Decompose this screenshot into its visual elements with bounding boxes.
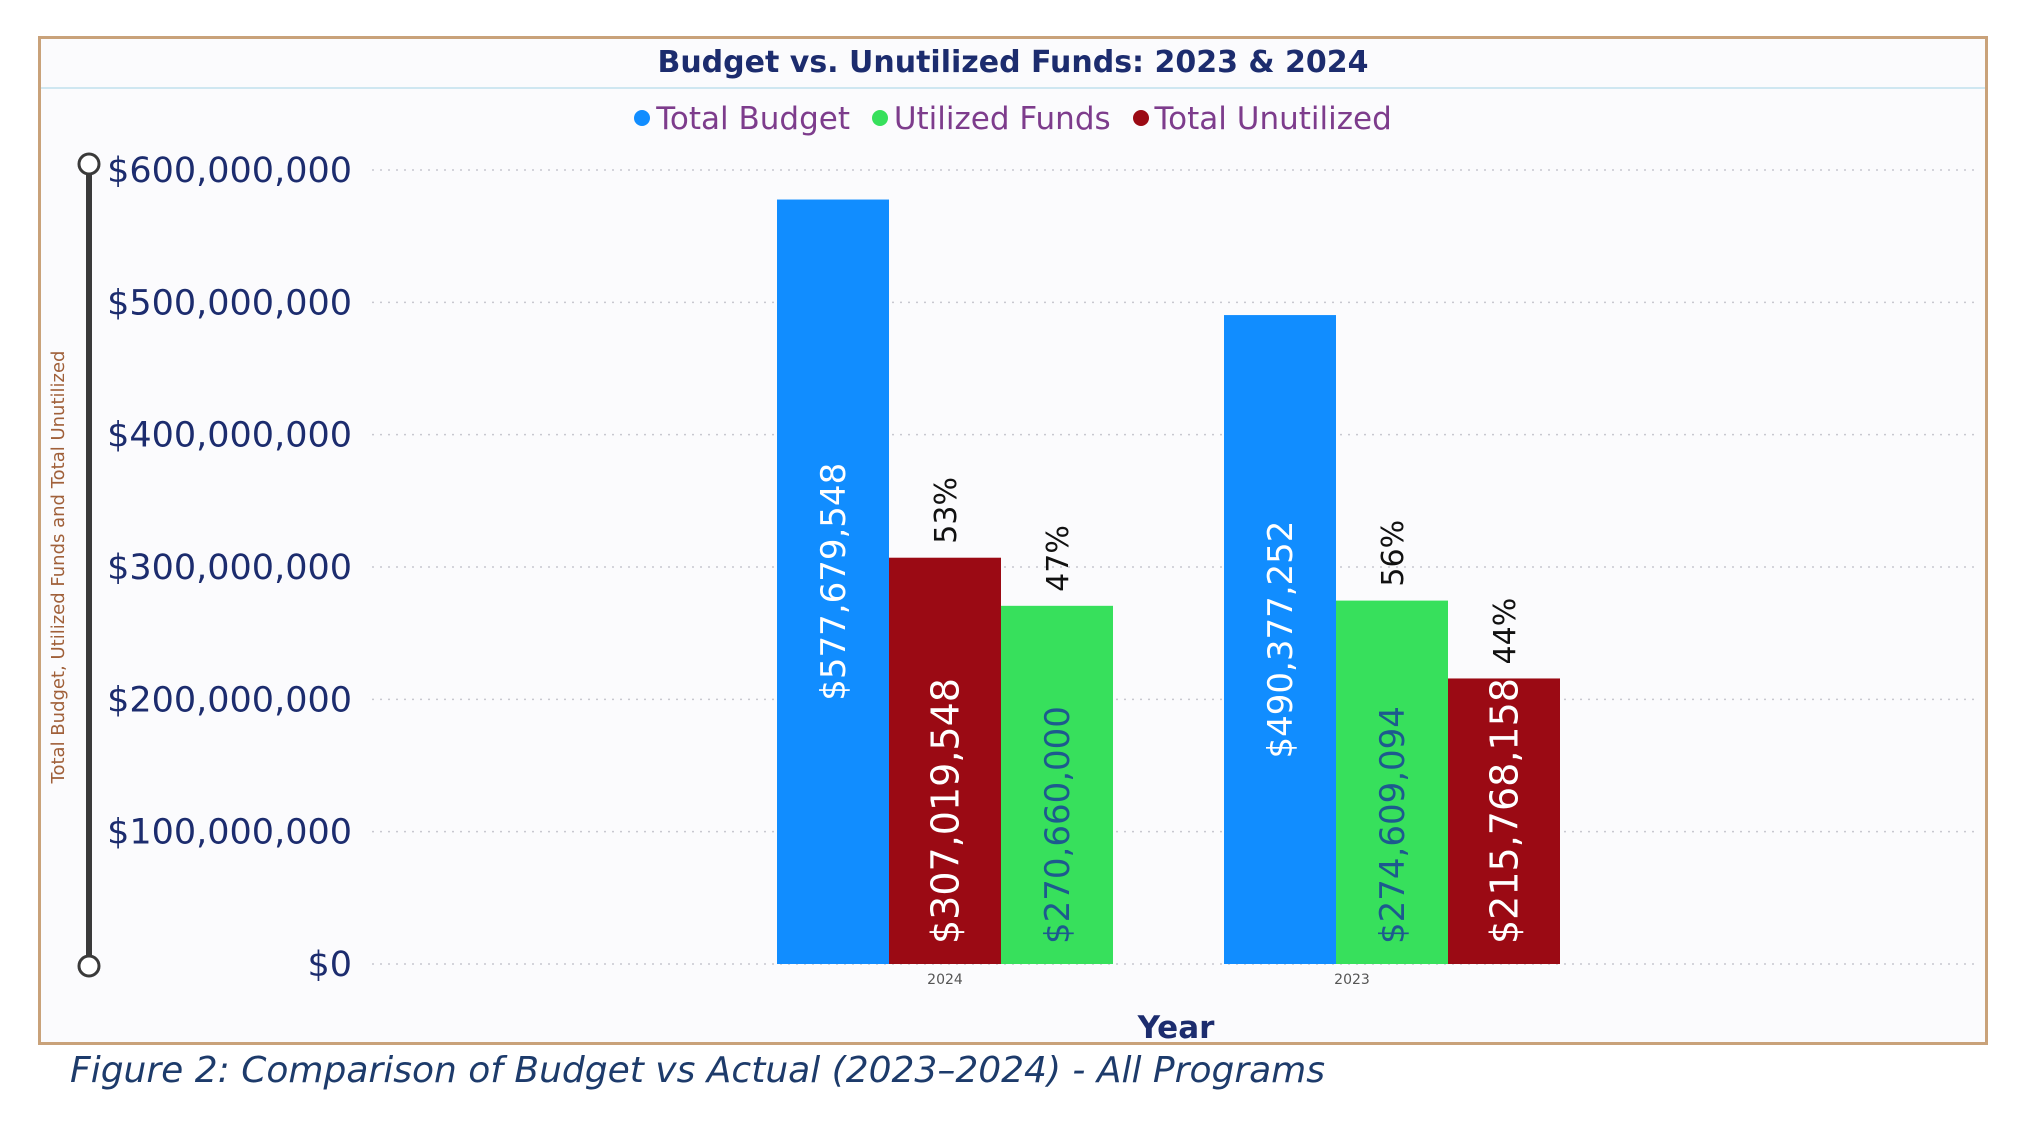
y-axis-title: Total Budget, Utilized Funds and Total U…: [48, 351, 69, 785]
bar-2024-total-unutilized: [889, 557, 1001, 964]
bar-value-label: $270,660,000: [1038, 706, 1078, 944]
bar-2023-utilized-funds: [1336, 600, 1448, 964]
y-tick-label: $400,000,000: [107, 416, 352, 456]
legend-label: Utilized Funds: [893, 101, 1111, 137]
legend-label: Total Unutilized: [1154, 101, 1392, 137]
y-tick-label: $600,000,000: [107, 151, 352, 191]
bar-percent-label: 47%: [1041, 525, 1076, 592]
bar-value-label: $215,768,158: [1482, 678, 1526, 944]
y-tick-label: $0: [307, 945, 352, 985]
bar-percent-label: 44%: [1488, 598, 1523, 665]
bar-2023-total-unutilized: [1448, 678, 1560, 964]
legend-label: Total Budget: [656, 101, 850, 137]
legend-item-total-unutilized[interactable]: Total Unutilized: [1132, 101, 1392, 137]
bar-value-label: $274,609,094: [1373, 706, 1413, 944]
x-axis-title: Year: [1137, 1010, 1216, 1046]
axis-handle-top: [77, 152, 101, 176]
x-tick-label: 2024: [927, 972, 963, 988]
chart-title: Budget vs. Unutilized Funds: 2023 & 2024: [657, 45, 1369, 80]
y-tick-label: $300,000,000: [107, 548, 352, 588]
legend-dot-icon: [871, 109, 888, 126]
bar-percent-label: 56%: [1376, 520, 1411, 587]
axis-handle-bottom: [77, 954, 101, 978]
chart-legend: Total Budget Utilized Funds Total Unutil…: [41, 101, 1985, 137]
bar-2023-total-budget: [1224, 315, 1336, 964]
x-tick-label: 2023: [1334, 972, 1370, 988]
y-tick-label: $500,000,000: [107, 283, 352, 323]
bar-value-label: $307,019,548: [923, 678, 967, 944]
bar-value-label: $577,679,548: [814, 463, 854, 701]
y-tick-label: $100,000,000: [107, 813, 352, 853]
bar-2024-utilized-funds: [1001, 605, 1113, 964]
legend-dot-icon: [634, 109, 651, 126]
legend-item-total-budget[interactable]: Total Budget: [634, 101, 850, 137]
legend-item-utilized-funds[interactable]: Utilized Funds: [871, 101, 1111, 137]
y-tick-label: $200,000,000: [107, 680, 352, 720]
title-divider: [41, 87, 1985, 89]
figure-caption: Figure 2: Comparison of Budget vs Actual…: [70, 1050, 1326, 1091]
bar-percent-label: 53%: [929, 477, 964, 544]
bar-2024-total-budget: [777, 199, 889, 964]
bar-value-label: $490,377,252: [1261, 521, 1301, 759]
legend-dot-icon: [1132, 109, 1149, 126]
